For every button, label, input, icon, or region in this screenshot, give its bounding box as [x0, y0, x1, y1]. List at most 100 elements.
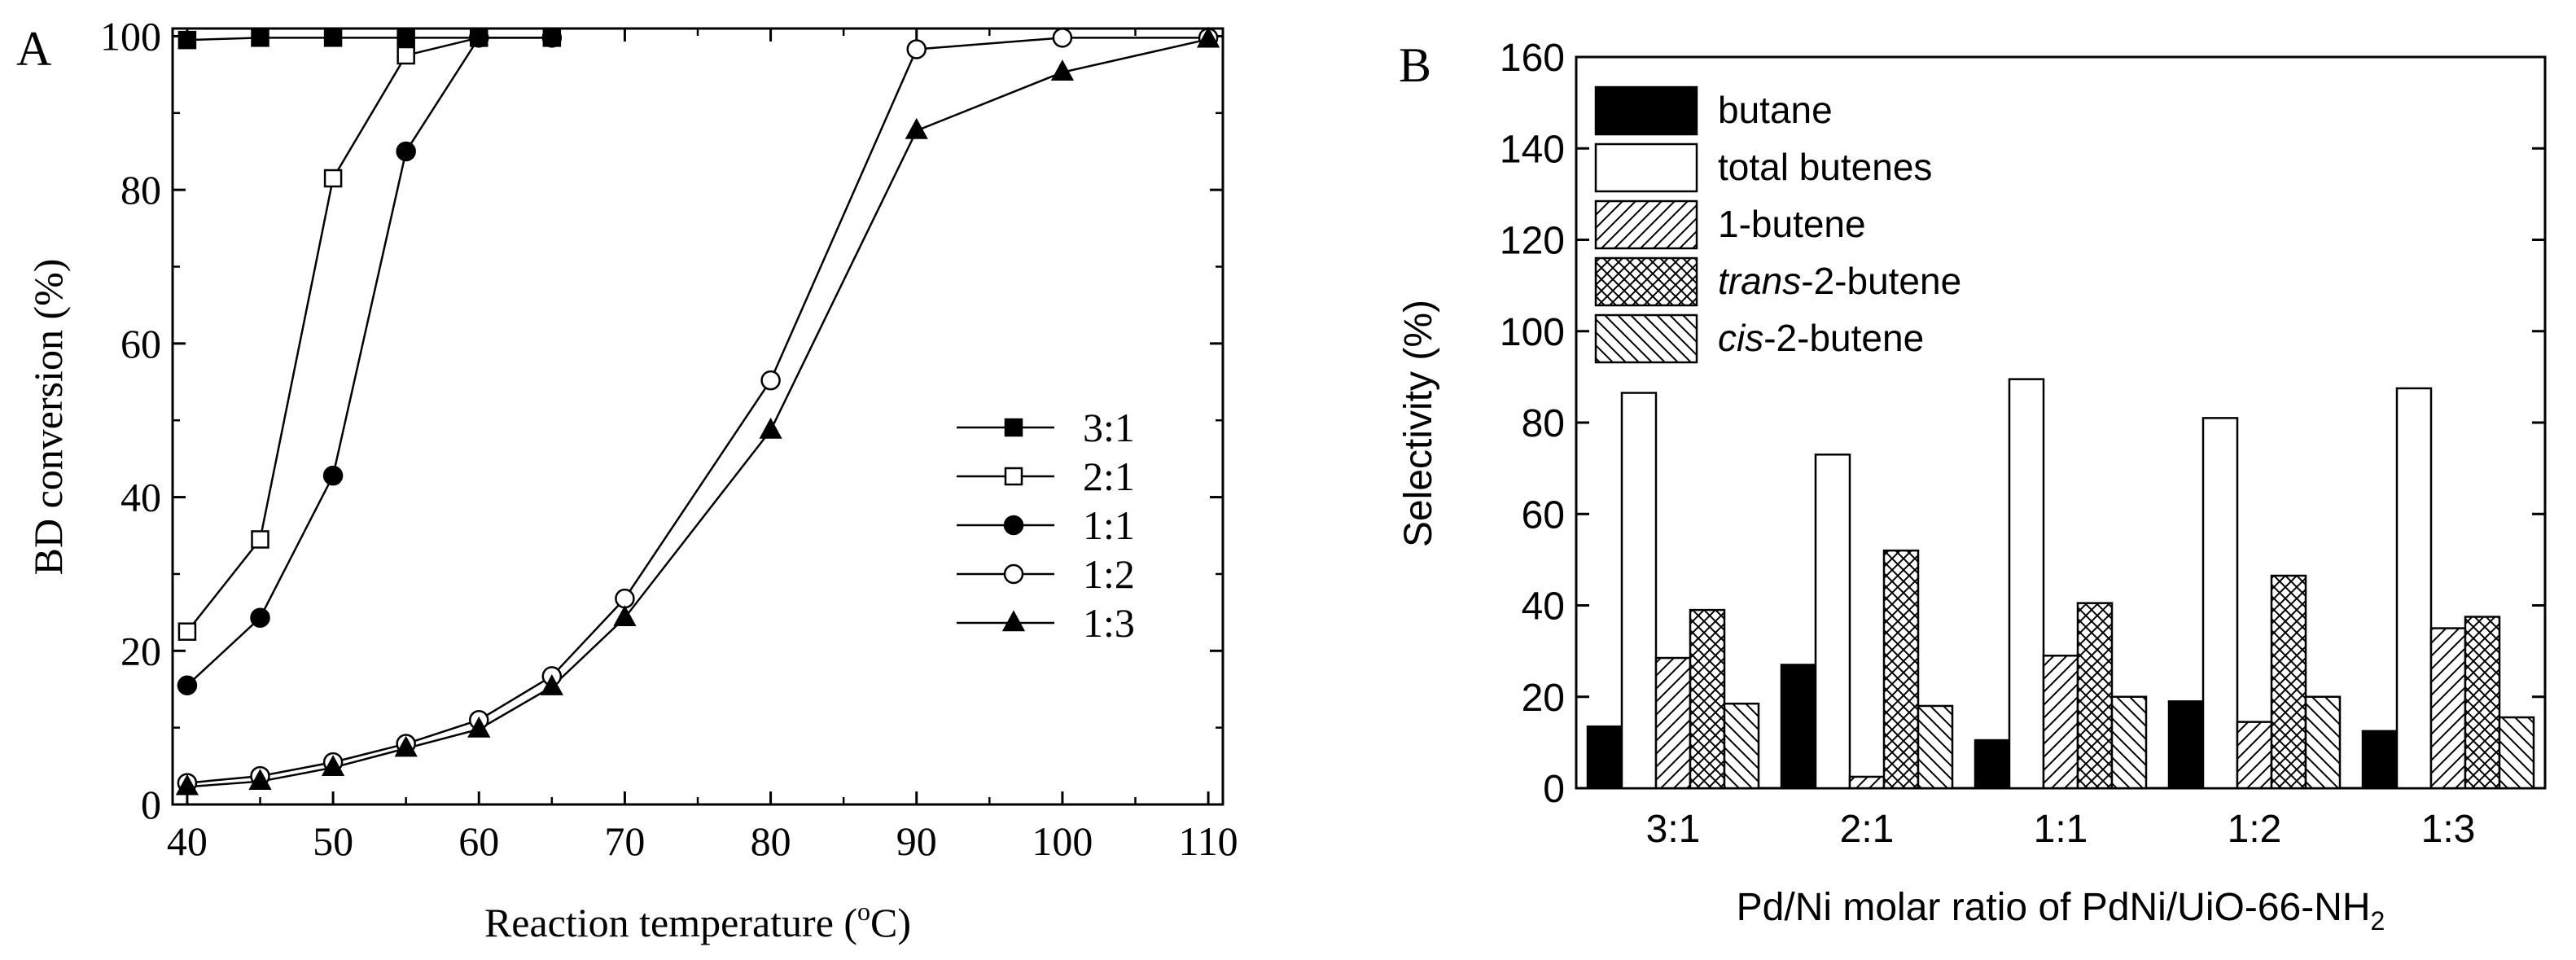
legend-label-1-2: 1:2	[1083, 551, 1135, 597]
y-tick-label: 40	[1522, 585, 1565, 629]
legend-marker-1-2	[1003, 563, 1024, 585]
data-point-1-2	[760, 370, 781, 391]
data-point-1-3	[540, 674, 563, 695]
series-line-2-1	[186, 37, 480, 633]
legend-label-1-1: 1:1	[1083, 502, 1135, 548]
bar-trans-2-butene-2-1	[1882, 549, 1920, 790]
x-tick-label: 100	[1032, 818, 1093, 864]
data-point-1-3	[1050, 59, 1075, 81]
x-tick-label: 1:2	[2228, 808, 2282, 851]
x-tick-label: 1:3	[2421, 808, 2476, 851]
x-tick-label: 60	[458, 818, 499, 864]
y-tick-label: 100	[1500, 311, 1565, 354]
y-tick-label: 60	[1522, 493, 1565, 537]
y-tick-label: 160	[1500, 37, 1565, 80]
legend-label-butane: butane	[1718, 89, 1833, 131]
legend-marker-1-3	[1001, 610, 1026, 632]
x-tick-label: 40	[167, 818, 208, 864]
y-tick-label: 0	[141, 782, 161, 827]
bar-cis-2-butene-2-1	[1917, 704, 1954, 790]
panel-b-x-axis-label: Pd/Ni molar ratio of PdNi/UiO-66-NH2	[1737, 886, 2385, 936]
data-point-3-1	[177, 30, 197, 50]
bar-trans-2-butene-1-3	[2464, 616, 2501, 790]
legend-marker-3-1	[1004, 418, 1023, 437]
panel-a-axes: 40 50 60 70 80 90 100 110 0 20 40 60 80 100	[100, 13, 1238, 864]
y-tick-label: 20	[1522, 677, 1565, 720]
y-tick-label: 140	[1500, 128, 1565, 171]
legend-label-1-butene: 1-butene	[1718, 203, 1866, 245]
data-point-1-2	[1052, 28, 1073, 48]
series-line-1-2	[186, 37, 1209, 784]
bar-cis-2-butene-1-2	[2304, 695, 2342, 790]
data-point-2-1	[323, 169, 343, 188]
bar-1-butene-2-1	[1848, 775, 1886, 790]
y-tick-label: 100	[100, 13, 161, 59]
bar-total-butenes-2-1	[1814, 454, 1851, 790]
x-tick-label: 50	[313, 818, 353, 864]
data-point-1-2	[906, 39, 927, 59]
legend-label-cis-2-butene: cis-2-butene	[1718, 317, 1924, 359]
bar-1-butene-3-1	[1654, 656, 1692, 790]
bar-trans-2-butene-3-1	[1689, 608, 1726, 790]
data-point-2-1	[251, 530, 269, 549]
bar-1-butene-1-3	[2429, 627, 2467, 790]
legend-label-total-butenes: total butenes	[1718, 146, 1932, 188]
bar-trans-2-butene-1-2	[2270, 574, 2307, 790]
panel-b-y-axis-label: Selectivity (%)	[1397, 300, 1440, 547]
bar-trans-2-butene-1-1	[2076, 602, 2114, 790]
data-point-1-3	[248, 769, 272, 790]
panel-a-y-axis-label: BD conversion (%)	[25, 259, 71, 576]
data-point-3-1	[396, 28, 415, 47]
y-tick-label: 60	[120, 321, 161, 366]
series-line-1-1	[186, 37, 552, 686]
data-point-1-2	[615, 588, 635, 609]
data-point-3-1	[251, 28, 269, 47]
bar-cis-2-butene-3-1	[1723, 702, 1760, 790]
legend-label-3-1: 3:1	[1083, 405, 1135, 450]
data-point-1-3	[1196, 26, 1220, 48]
x-label-main: Pd/Ni molar ratio of PdNi/UiO-66-NH	[1737, 886, 2371, 929]
legend-label-1-3: 1:3	[1083, 600, 1135, 646]
bar-total-butenes-1-1	[2008, 378, 2045, 790]
bar-cis-2-butene-1-3	[2498, 716, 2535, 790]
y-tick-label: 0	[1543, 768, 1565, 811]
data-point-2-1	[396, 46, 415, 65]
legend-swatch-cis-2-butene	[1594, 313, 1698, 364]
legend-swatch-trans-2-butene	[1594, 256, 1698, 307]
data-point-1-3	[905, 117, 928, 139]
bar-butane-1-2	[2167, 700, 2205, 790]
x-tick-label: 1:1	[2034, 808, 2088, 851]
legend-marker-2-1	[1004, 467, 1023, 486]
panel-a-label: A	[16, 22, 51, 76]
y-tick-label: 20	[120, 628, 161, 673]
x-tick-label: 110	[1179, 818, 1238, 864]
bar-total-butenes-1-2	[2201, 417, 2239, 790]
data-point-2-1	[177, 622, 197, 641]
bar-butane-3-1	[1586, 725, 1623, 790]
bar-total-butenes-1-3	[2395, 387, 2433, 790]
data-point-1-1	[250, 607, 270, 628]
x-label-suffix: C)	[870, 900, 911, 945]
panel-b-axes: 0 20 40 60 80 100 120 140 160 3:1 2:1 1:1 1:2 1:3	[1500, 37, 2545, 851]
bar-butane-1-1	[1974, 739, 2011, 790]
data-point-1-3	[467, 716, 491, 738]
legend-swatch-1-butene	[1594, 199, 1698, 250]
bar-butane-1-3	[2361, 730, 2399, 790]
panel-a-x-axis-label: Reaction temperature (oC)	[484, 896, 911, 945]
data-point-1-1	[469, 28, 489, 48]
x-label-prefix: Reaction temperature (	[484, 900, 857, 945]
x-tick-label: 2:1	[1840, 808, 1895, 851]
data-point-3-1	[323, 28, 343, 47]
data-point-1-3	[394, 735, 418, 757]
data-point-1-3	[613, 605, 637, 626]
bar-total-butenes-3-1	[1620, 392, 1658, 790]
legend-marker-1-1	[1003, 515, 1024, 536]
data-point-1-3	[175, 774, 199, 796]
legend-swatch-butane	[1594, 85, 1698, 136]
panel-b-legend: butane total butenes 1-butene trans-2-buten…	[1594, 85, 1961, 364]
data-point-1-3	[321, 755, 345, 776]
panel-b: B 0 20 40 60 80 100 120 140 160 3:1 2:1 1:1 1:2 1:3 b…	[1397, 37, 2547, 936]
data-point-1-1	[322, 465, 344, 486]
